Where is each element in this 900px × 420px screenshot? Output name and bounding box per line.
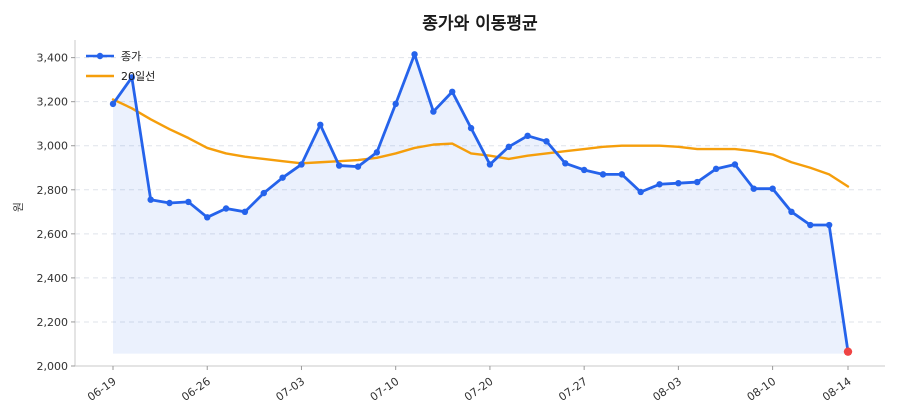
close-point (128, 74, 136, 81)
close-point (467, 124, 475, 132)
close-point (825, 221, 833, 229)
close-point (656, 181, 663, 188)
y-tick-label: 2,400 (37, 272, 69, 285)
y-axis-ticks: 2,000 2,200 2,400 2,600 2,800 3,000 3,200 3,400 (37, 52, 75, 373)
y-tick-label: 3,400 (37, 52, 69, 65)
close-point (204, 214, 211, 221)
close-point (222, 205, 230, 212)
legend-marker (96, 52, 104, 60)
close-point (373, 149, 381, 156)
close-point (769, 185, 776, 192)
x-tick-label: 07-20 (462, 375, 496, 404)
close-last-point (843, 347, 853, 356)
y-tick-label: 2,800 (37, 184, 69, 197)
close-point (637, 188, 644, 196)
axes (74, 40, 885, 367)
y-tick-label: 2,000 (37, 360, 69, 373)
close-point (298, 161, 305, 168)
x-tick-label: 06-19 (85, 375, 119, 404)
close-point (750, 185, 757, 192)
close-point (543, 138, 550, 145)
legend: 종가 20일선 (86, 50, 155, 83)
close-point (109, 100, 117, 108)
close-point (241, 208, 249, 216)
close-point (411, 51, 418, 58)
x-tick-label: 07-27 (556, 375, 590, 404)
chart-title: 종가와 이동평균 (422, 14, 538, 34)
close-point (731, 161, 739, 168)
y-tick-label: 3,200 (37, 96, 69, 109)
y-tick-label: 3,000 (37, 140, 69, 153)
close-point (486, 161, 494, 168)
x-tick-label: 07-10 (368, 375, 402, 404)
x-tick-label: 06-26 (179, 375, 213, 404)
close-point (694, 178, 701, 186)
close-point (260, 189, 267, 197)
x-tick-label: 07-03 (274, 375, 308, 404)
close-point (562, 160, 569, 167)
legend-label: 종가 (121, 50, 141, 63)
close-price-line (111, 52, 850, 354)
close-point (807, 221, 814, 229)
close-point (675, 179, 682, 187)
close-area-fill (113, 54, 848, 354)
area-fill (113, 54, 848, 354)
close-point (185, 198, 192, 206)
close-point (317, 121, 324, 129)
close-point (392, 100, 399, 108)
y-axis-label: 원 (12, 202, 25, 212)
x-tick-label: 08-14 (820, 375, 854, 404)
close-point (580, 166, 588, 174)
close-point (279, 174, 286, 181)
y-tick-label: 2,600 (37, 228, 69, 241)
close-point (618, 171, 626, 178)
close-point (524, 132, 531, 140)
x-tick-label: 08-10 (745, 375, 779, 404)
close-point (599, 171, 607, 178)
close-point (354, 163, 362, 170)
x-tick-label: 08-03 (650, 375, 684, 404)
series-layer (109, 51, 853, 356)
close-point (505, 143, 512, 151)
close-point (166, 199, 173, 207)
close-point (449, 88, 456, 95)
close-point (147, 196, 154, 203)
close-point (788, 208, 795, 216)
x-axis-ticks: 06-19 06-26 07-03 07-10 07-20 07-27 08-03 08-10… (85, 366, 854, 404)
close-point (335, 162, 343, 169)
y-tick-label: 2,200 (37, 316, 69, 329)
close-point (712, 165, 720, 173)
ma20-line (111, 98, 850, 188)
legend-label: 20일선 (121, 69, 155, 83)
close-point (430, 108, 437, 115)
